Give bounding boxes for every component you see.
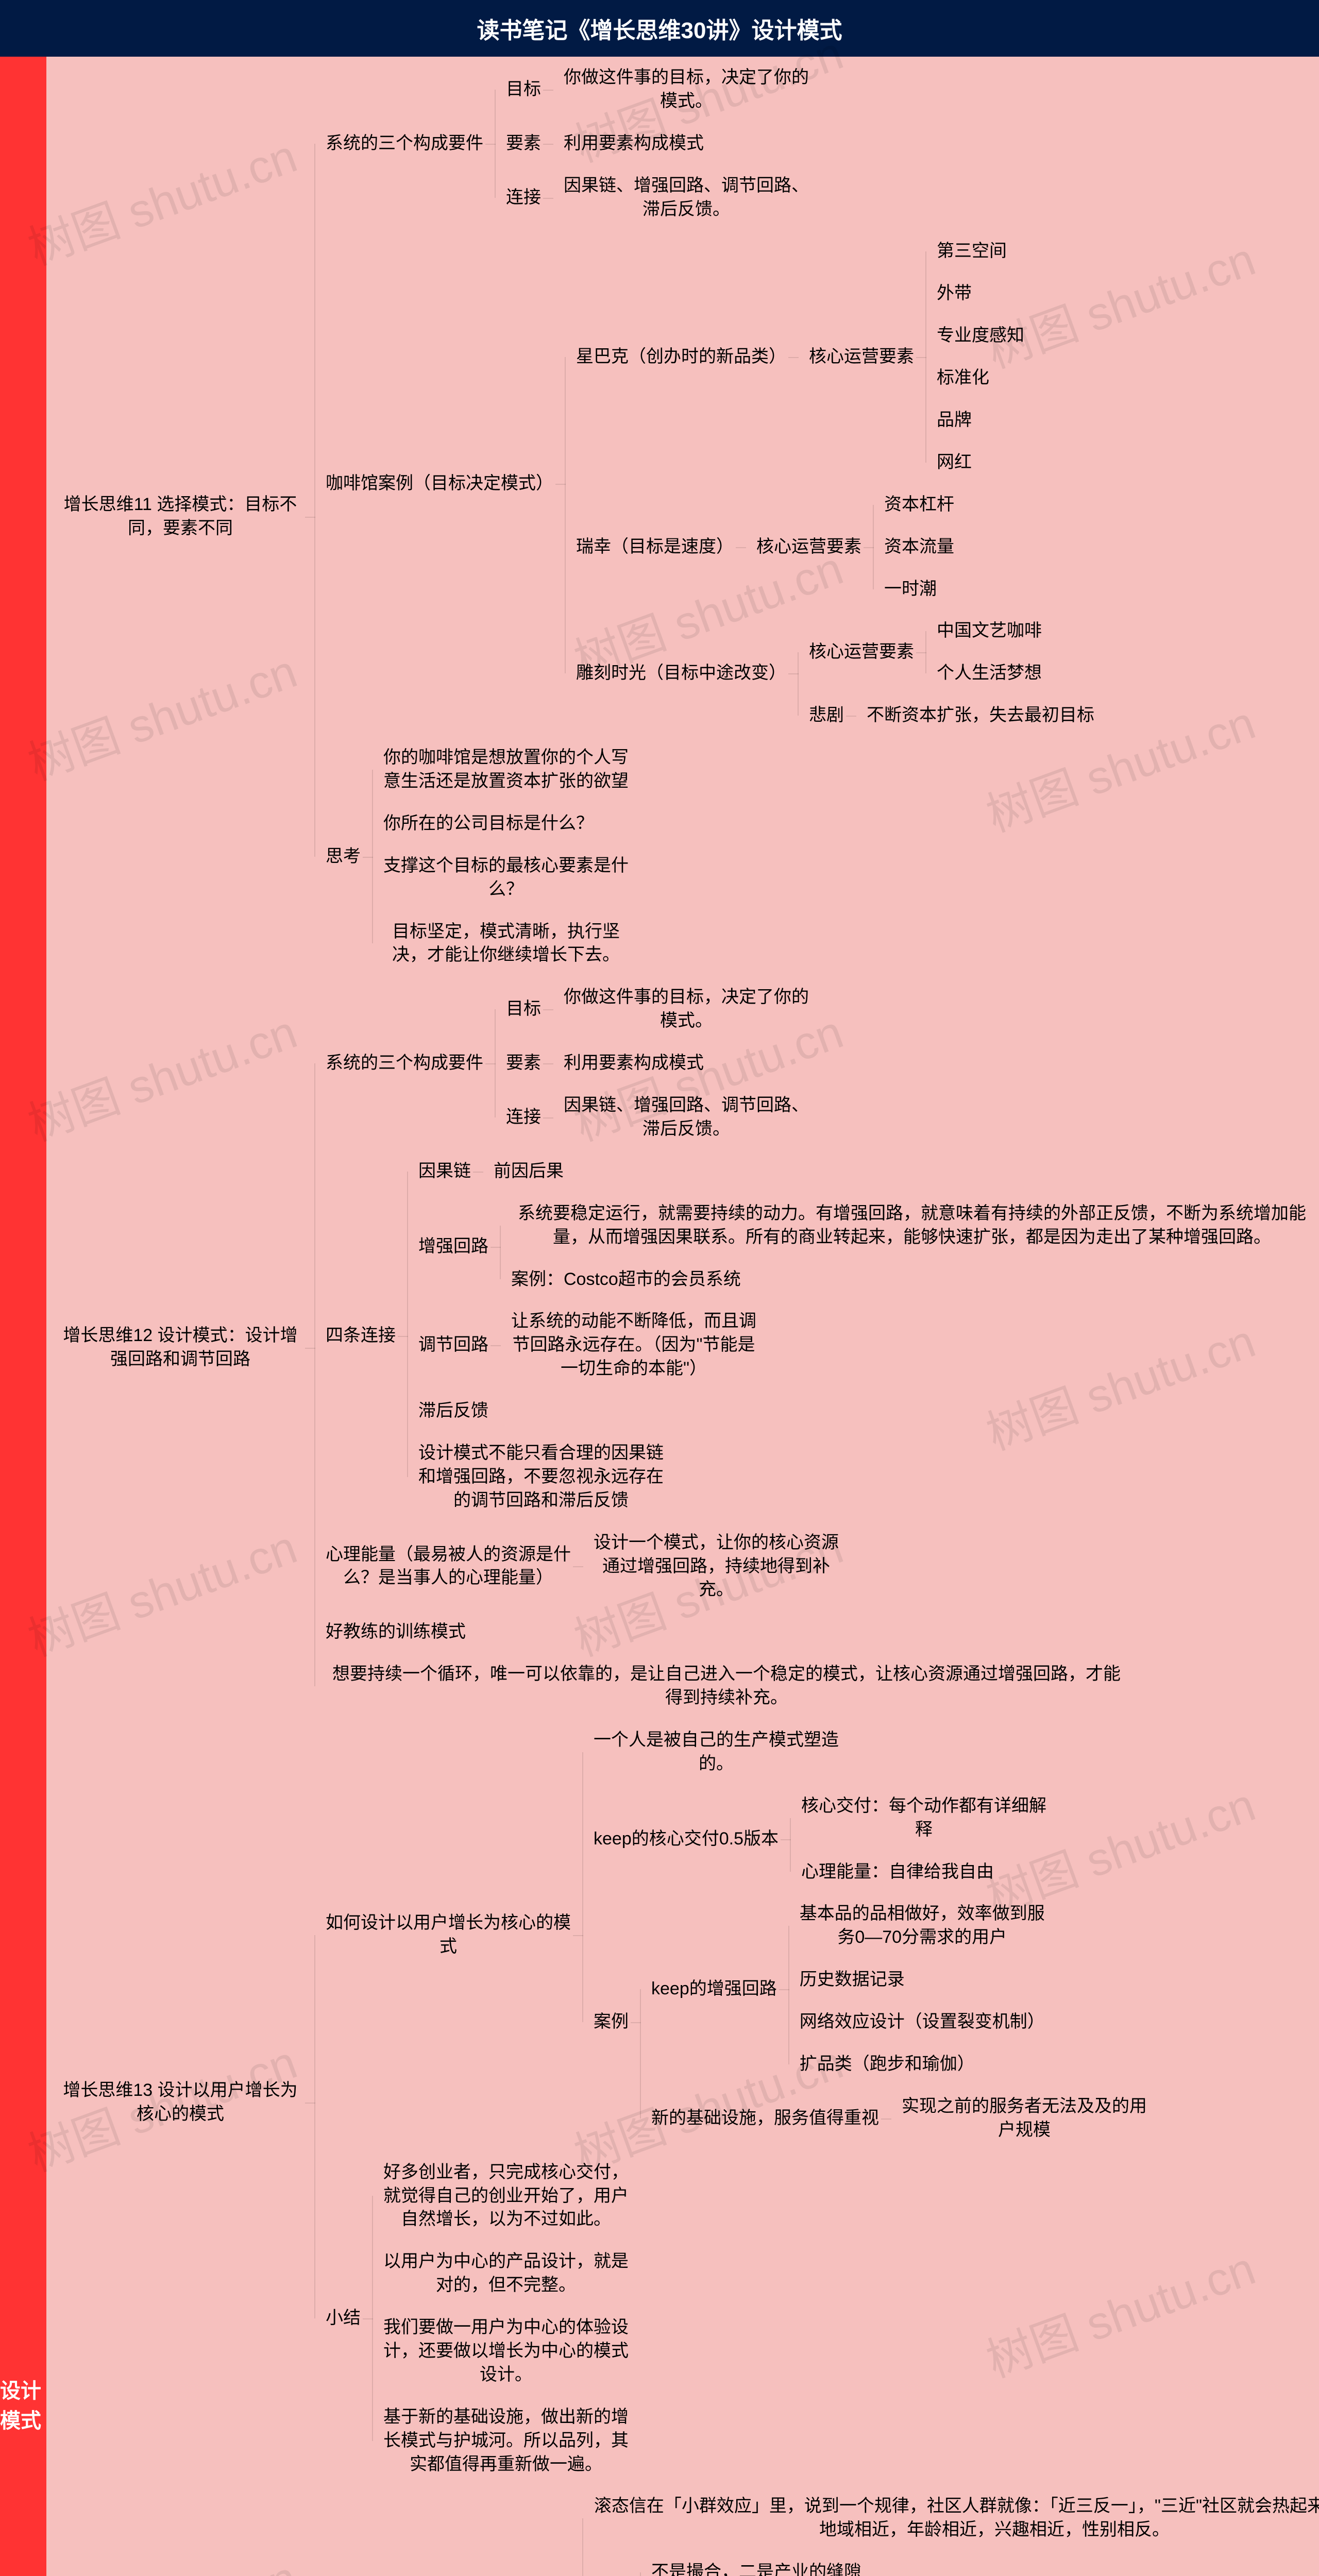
tree-node: 基本品的品相做好，效率做到服务0—70分需求的用户	[788, 1893, 1056, 1959]
tree-node: 滞后反馈	[407, 1390, 500, 1432]
tree-node: 增长思维11 选择模式：目标不同，要素不同	[46, 57, 314, 976]
tree-node: 系统的三个构成要件	[314, 57, 495, 230]
tree-node: 瑞幸（目标是速度）	[565, 484, 745, 611]
tree-node: 专业度感知	[925, 315, 1036, 357]
tree-node: 利用要素构成模式	[552, 123, 715, 165]
tree-node: 历史数据记录	[788, 1959, 916, 2001]
tree-node: 个人生活梦想	[925, 652, 1053, 694]
tree-node: 实现之前的服务者无法及及的用户规模	[890, 2086, 1158, 2151]
tree-node: 调节回路	[407, 1300, 500, 1390]
tree-node: 因果链、增强回路、调节回路、滞后反馈。	[552, 165, 820, 231]
tree-node: 以用户为中心的产品设计，就是对的，但不完整。	[372, 2241, 640, 2307]
tree-node: 连接	[495, 165, 552, 231]
tree-node: 如何设计以用户增长为核心的模式	[314, 1719, 582, 2151]
root-label: 设计模式	[0, 2374, 46, 2434]
tree-node: 案例：Costco超市的会员系统	[500, 1259, 752, 1301]
tree-node: 核心	[582, 2551, 640, 2576]
tree-node: 雕刻时光（目标中途改变）	[565, 610, 798, 737]
tree-node: 资本杠杆	[873, 484, 966, 526]
tree-node: 目标	[495, 976, 552, 1042]
tree-node: 核心交付：每个动作都有详细解释	[790, 1785, 1058, 1851]
tree-node: 基于新的基础设施，做出新的增长模式与护城河。所以品列，其实都值得再重新做一遍。	[372, 2396, 640, 2486]
tree-node: 核心运营要素	[798, 230, 925, 483]
root-node: 设计模式	[0, 57, 46, 2576]
tree-node: 四条连接	[314, 1150, 407, 1522]
tree-node: 中国文艺咖啡	[925, 610, 1053, 652]
tree-node: 如何设计连接器模式和整合服务模式	[314, 2485, 582, 2576]
tree-node: 因果链、增强回路、调节回路、滞后反馈。	[552, 1084, 820, 1150]
tree-node: 设计一个模式，让你的核心资源通过增强回路，持续地得到补充。	[582, 1522, 850, 1612]
tree-node: 扩品类（跑步和瑜伽）	[788, 2043, 986, 2086]
tree-node: 网络效应设计（设置裂变机制）	[788, 2001, 1056, 2043]
tree-node: 一时潮	[873, 568, 948, 611]
tree-node: 小结	[314, 2151, 372, 2486]
tree-node: 星巴克（创办时的新品类）	[565, 230, 798, 483]
tree-node: 新的基础设施，服务值得重视	[640, 2086, 890, 2151]
tree-node: 目标坚定，模式清晰，执行坚决，才能让你继续增长下去。	[372, 911, 640, 977]
tree-node: 资本流量	[873, 526, 966, 568]
tree-node: 好教练的训练模式	[314, 1611, 477, 1653]
tree-node: 你的咖啡馆是想放置你的个人写意生活还是放置资本扩张的欲望	[372, 737, 640, 803]
tree-node: 支撑这个目标的最核心要素是什么？	[372, 845, 640, 911]
tree-node: 不是撮合，二是产业的缝隙	[640, 2551, 873, 2576]
tree-node: 你所在的公司目标是什么？	[372, 803, 605, 845]
tree-node: 增长思维13 设计以用户增长为核心的模式	[46, 1719, 314, 2485]
tree-node: 不断资本扩张，失去最初目标	[855, 694, 1106, 737]
title-text: 读书笔记《增长思维30讲》设计模式	[477, 12, 842, 45]
tree-node: 目标	[495, 57, 552, 123]
tree-node: 要素	[495, 1042, 552, 1084]
tree-node: 思考	[314, 737, 372, 976]
tree-node: 核心运营要素	[745, 484, 873, 611]
tree-node: 因果链	[407, 1150, 482, 1193]
tree-area: 增长思维11 选择模式：目标不同，要素不同系统的三个构成要件目标你做这件事的目标…	[46, 57, 1319, 2576]
tree-node: 设计模式不能只看合理的因果链和增强回路，不要忽视永远存在的调节回路和滞后反馈	[407, 1432, 675, 1522]
tree-node: 要素	[495, 123, 552, 165]
tree-node: 增强回路	[407, 1193, 500, 1301]
tree-node: 连接	[495, 1084, 552, 1150]
tree-node: 你做这件事的目标，决定了你的模式。	[552, 976, 820, 1042]
tree-node: 第三空间	[925, 230, 1018, 273]
tree-node: 我们要做一用户为中心的体验设计，还要做以增长为中心的模式设计。	[372, 2307, 640, 2396]
tree-node: 标准化	[925, 357, 1001, 399]
tree-node: 想要持续一个循环，唯一可以依靠的，是让自己进入一个稳定的模式，让核心资源通过增强…	[314, 1653, 1139, 1719]
tree-node: 悲剧	[798, 694, 855, 737]
tree-node: 增长思维14 从连接器模式到整合模式	[46, 2485, 314, 2576]
tree-node: 前因后果	[482, 1150, 575, 1193]
tree-node: 心理能量：自律给我自由	[790, 1851, 1005, 1893]
tree-node: 一个人是被自己的生产模式塑造的。	[582, 1719, 850, 1785]
tree-node: 心理能量（最易被人的资源是什么？是当事人的心理能量）	[314, 1522, 582, 1612]
tree-node: 增长思维12 设计模式：设计增强回路和调节回路	[46, 976, 314, 1719]
tree-node: 利用要素构成模式	[552, 1042, 715, 1084]
tree-node: 品牌	[925, 399, 983, 442]
tree-node: 外带	[925, 273, 983, 315]
tree-node: 核心运营要素	[798, 610, 925, 694]
tree-node: 系统的三个构成要件	[314, 976, 495, 1150]
title-bar: 读书笔记《增长思维30讲》设计模式	[0, 0, 1319, 57]
tree-node: keep的核心交付0.5版本	[582, 1785, 790, 1893]
tree-node: 你做这件事的目标，决定了你的模式。	[552, 57, 820, 123]
tree-node: 案例	[582, 1893, 640, 2151]
tree-node: keep的增强回路	[640, 1893, 788, 2085]
tree-node: 咖啡馆案例（目标决定模式）	[314, 230, 565, 737]
tree-node: 滚态信在「小群效应」里，说到一个规律，社区人群就像：「近三反一」，"三近"社区就…	[582, 2485, 1319, 2551]
tree-node: 系统要稳定运行，就需要持续的动力。有增强回路，就意味着有持续的外部正反馈，不断为…	[500, 1193, 1319, 1259]
tree-node: 让系统的动能不断降低，而且调节回路永远存在。（因为"节能是一切生命的本能"）	[500, 1300, 768, 1390]
tree-node: 好多创业者，只完成核心交付，就觉得自己的创业开始了，用户自然增长，以为不过如此。	[372, 2151, 640, 2241]
tree-node: 网红	[925, 442, 983, 484]
